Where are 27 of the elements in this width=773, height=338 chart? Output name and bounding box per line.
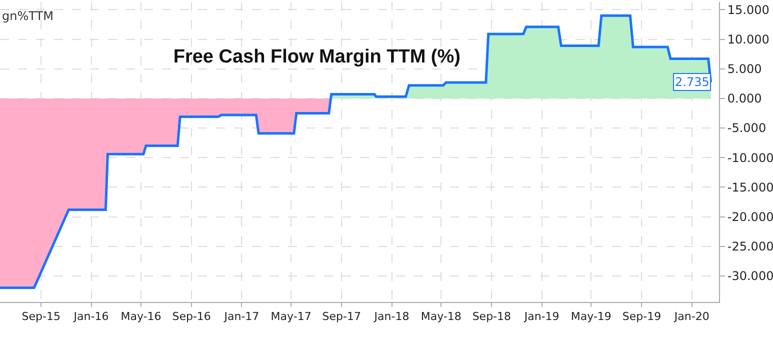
x-tick-label: Jan-18 [373, 310, 410, 324]
x-tick-label: May-16 [120, 310, 162, 324]
x-tick-label: Sep-17 [322, 310, 361, 324]
x-tick-label: May-18 [420, 310, 462, 324]
x-tick-label: Sep-18 [472, 310, 512, 324]
y-tick-label: -20.000 [727, 210, 773, 224]
x-tick-label: May-19 [570, 310, 612, 324]
annotation: 2.735 [675, 75, 710, 89]
y-tick-label: 15.000 [727, 2, 770, 17]
y-tick-label: 5.000 [727, 62, 762, 76]
y-tick-label: -5.000 [727, 121, 766, 136]
y-tick-label: -30.000 [727, 269, 773, 284]
text: Free Cash Flow Margin TTM (%) [173, 46, 460, 68]
annotation: gn%TTM [2, 9, 54, 23]
x-tick-label: Sep-19 [622, 310, 662, 324]
x-tick-label: Jan-16 [72, 310, 109, 324]
y-tick-label: -25.000 [727, 240, 773, 254]
x-tick-label: Jan-19 [523, 310, 560, 324]
x-tick-label: May-17 [270, 310, 312, 324]
y-tick-label: -15.000 [727, 180, 773, 194]
x-tick-label: Jan-17 [223, 310, 260, 324]
x-tick-label: Jan-20 [673, 310, 710, 324]
x-tick-label: Sep-15 [22, 310, 60, 324]
x-tick-label: Sep-16 [172, 310, 211, 324]
y-tick-label: 10.000 [727, 32, 770, 46]
y-tick-label: -10.000 [727, 150, 773, 165]
y-tick-label: 0.000 [727, 92, 762, 106]
